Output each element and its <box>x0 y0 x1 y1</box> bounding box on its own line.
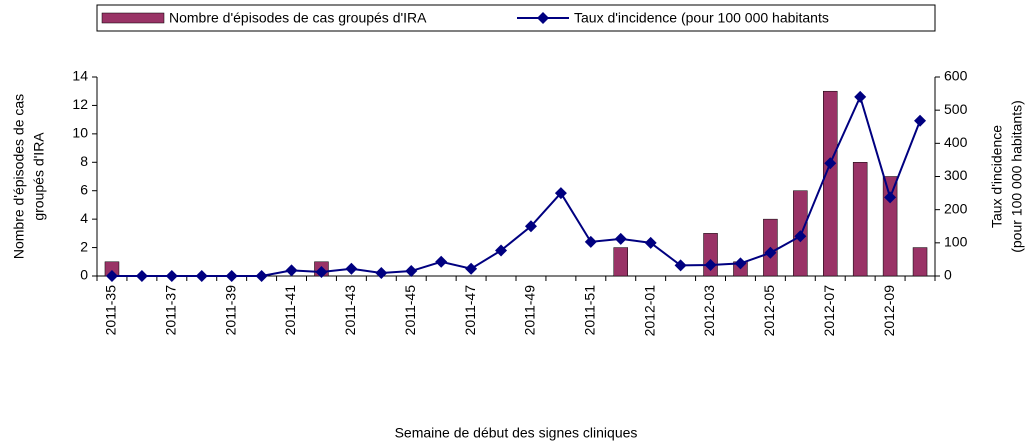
marker <box>375 267 388 280</box>
x-tick-label: 2011-35 <box>103 285 119 336</box>
legend-label: Nombre d'épisodes de cas groupés d'IRA <box>169 10 427 26</box>
legend-swatch <box>101 12 165 24</box>
marker <box>435 255 448 268</box>
marker <box>165 270 178 282</box>
y2-tick-label: 600 <box>944 68 968 84</box>
y2-tick-label: 400 <box>944 134 968 150</box>
y-tick-label: 10 <box>72 125 88 141</box>
marker <box>225 270 238 282</box>
y2-axis-title: Taux d'incidence <box>989 125 1005 228</box>
x-tick-label: 2011-41 <box>282 285 298 336</box>
marker <box>614 232 627 245</box>
marker <box>345 262 358 275</box>
y-tick-label: 4 <box>80 210 88 226</box>
bar <box>912 247 928 277</box>
marker <box>914 114 927 127</box>
x-tick-label: 2011-43 <box>342 285 358 336</box>
marker <box>764 246 777 259</box>
x-tick-label: 2011-45 <box>402 285 418 336</box>
marker <box>554 187 567 200</box>
x-tick-label: 2012-03 <box>701 285 717 337</box>
x-tick-label: 2012-07 <box>821 285 837 337</box>
y-axis-title: Nombre d'épisodes de cas <box>11 94 27 259</box>
x-tick-label: 2011-47 <box>462 285 478 336</box>
y2-tick-label: 0 <box>944 267 952 283</box>
bar <box>613 247 628 277</box>
x-axis-title: Semaine de début des signes cliniques <box>395 425 638 441</box>
x-tick-label: 2011-37 <box>163 285 179 336</box>
marker <box>105 270 118 282</box>
y-axis-title: groupés d'IRA <box>31 132 47 221</box>
x-tick-label: 2011-39 <box>222 285 238 336</box>
marker <box>854 90 867 103</box>
marker <box>315 266 328 279</box>
marker <box>644 236 657 249</box>
y-tick-label: 12 <box>72 96 88 112</box>
bar <box>882 176 898 277</box>
marker <box>195 270 208 282</box>
marker <box>285 264 298 277</box>
marker <box>584 235 597 248</box>
y-tick-label: 14 <box>72 68 88 84</box>
y-tick-label: 0 <box>80 267 88 283</box>
marker <box>884 191 897 204</box>
marker <box>734 257 747 270</box>
marker <box>704 259 717 272</box>
legend-box <box>96 4 936 32</box>
legend-label: Taux d'incidence (pour 100 000 habitants <box>574 10 829 26</box>
x-tick-label: 2012-09 <box>881 285 897 337</box>
marker <box>255 270 268 282</box>
y-tick-label: 8 <box>80 153 88 169</box>
y-tick-label: 2 <box>80 238 88 254</box>
y-tick-label: 6 <box>80 181 88 197</box>
x-tick-label: 2011-49 <box>522 285 538 336</box>
legend-marker <box>537 12 549 24</box>
x-tick-label: 2011-51 <box>582 285 598 336</box>
y2-tick-label: 100 <box>944 234 968 250</box>
marker <box>794 230 807 243</box>
y2-axis-title: (pour 100 000 habitants) <box>1009 100 1025 253</box>
y2-tick-label: 200 <box>944 200 968 216</box>
marker <box>405 265 418 278</box>
bar <box>823 90 838 277</box>
marker <box>465 262 478 275</box>
x-tick-label: 2012-01 <box>641 285 657 337</box>
marker <box>524 220 537 233</box>
marker <box>135 270 148 282</box>
x-tick-label: 2012-05 <box>761 285 777 337</box>
marker <box>674 259 687 272</box>
marker <box>824 157 837 170</box>
line <box>111 94 921 277</box>
bar <box>852 162 868 277</box>
y2-tick-label: 500 <box>944 101 968 117</box>
y2-tick-label: 300 <box>944 167 968 183</box>
marker <box>495 244 508 257</box>
